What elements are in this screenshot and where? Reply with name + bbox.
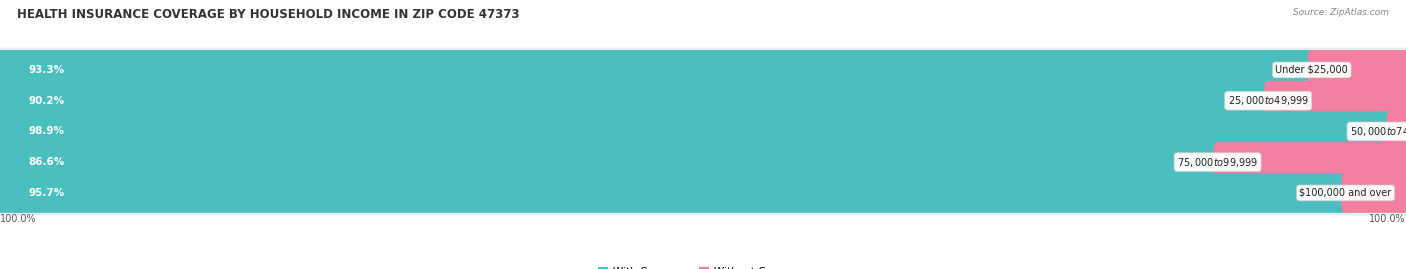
FancyBboxPatch shape <box>1308 50 1406 90</box>
FancyBboxPatch shape <box>1213 142 1406 182</box>
Legend: With Coverage, Without Coverage: With Coverage, Without Coverage <box>593 263 813 269</box>
Text: 100.0%: 100.0% <box>1369 214 1406 224</box>
FancyBboxPatch shape <box>0 111 1395 151</box>
Text: 90.2%: 90.2% <box>28 96 65 106</box>
Text: $100,000 and over: $100,000 and over <box>1299 188 1392 198</box>
Text: 93.3%: 93.3% <box>28 65 65 75</box>
FancyBboxPatch shape <box>0 48 1406 92</box>
FancyBboxPatch shape <box>1386 111 1406 151</box>
Text: $75,000 to $99,999: $75,000 to $99,999 <box>1177 156 1258 169</box>
FancyBboxPatch shape <box>0 50 1316 90</box>
Text: 98.9%: 98.9% <box>28 126 65 136</box>
Text: 86.6%: 86.6% <box>28 157 65 167</box>
FancyBboxPatch shape <box>0 140 1406 184</box>
Text: HEALTH INSURANCE COVERAGE BY HOUSEHOLD INCOME IN ZIP CODE 47373: HEALTH INSURANCE COVERAGE BY HOUSEHOLD I… <box>17 8 519 21</box>
FancyBboxPatch shape <box>1264 81 1406 121</box>
FancyBboxPatch shape <box>1341 173 1406 213</box>
Text: $25,000 to $49,999: $25,000 to $49,999 <box>1227 94 1309 107</box>
Text: 100.0%: 100.0% <box>0 214 37 224</box>
FancyBboxPatch shape <box>0 109 1406 153</box>
FancyBboxPatch shape <box>0 79 1406 122</box>
Text: $50,000 to $74,999: $50,000 to $74,999 <box>1350 125 1406 138</box>
FancyBboxPatch shape <box>0 173 1350 213</box>
Text: Under $25,000: Under $25,000 <box>1275 65 1348 75</box>
FancyBboxPatch shape <box>0 142 1222 182</box>
FancyBboxPatch shape <box>0 81 1272 121</box>
Text: 95.7%: 95.7% <box>28 188 65 198</box>
FancyBboxPatch shape <box>0 171 1406 215</box>
Text: Source: ZipAtlas.com: Source: ZipAtlas.com <box>1294 8 1389 17</box>
